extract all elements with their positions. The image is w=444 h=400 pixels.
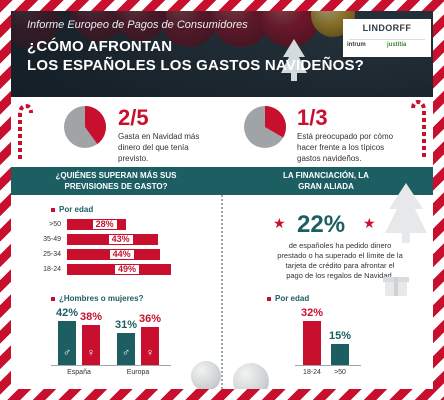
age-bar-value: 28% (92, 220, 117, 229)
financing-category-label: 18-24 (303, 369, 321, 376)
gender-symbol: ♂ (121, 347, 131, 359)
gender-bar-value: 36% (139, 313, 162, 326)
financing-bar-value: 32% (300, 307, 324, 319)
stat-2-value: 1/3 (297, 105, 328, 130)
gender-symbol: ♀ (86, 347, 96, 359)
pie-slice-stat-1 (85, 106, 106, 144)
gender-bar (141, 327, 159, 365)
header-kicker: Informe Europeo de Pagos de Consumidores (27, 19, 248, 31)
gender-heading: ¿Hombres o mujeres? (59, 294, 144, 303)
financing-description: de españoles ha pedido dinero prestado o… (277, 241, 403, 280)
banner-left-heading: ¿QUIÉNES SUPERAN MÁS SUS PREVISIONES DE … (55, 171, 177, 191)
age-heading-left: Por edad (59, 205, 94, 214)
section-banner: ¿QUIÉNES SUPERAN MÁS SUS PREVISIONES DE … (11, 167, 433, 195)
gender-category-label: España (67, 369, 91, 376)
logo-sub-a: intrum (347, 42, 366, 48)
gender-axis (51, 365, 171, 366)
financing-percentage: 22% (297, 211, 346, 238)
age-bar-value: 43% (108, 235, 133, 244)
financing-bar (331, 344, 349, 365)
financing-category-label: >50 (334, 369, 346, 376)
age-bar-value: 44% (109, 250, 134, 259)
christmas-tree-decoration (385, 183, 427, 243)
financing-axis (295, 365, 361, 366)
gender-symbol: ♂ (62, 347, 72, 359)
star-icon: ★ (273, 215, 286, 231)
logo-sub-b: justitia (387, 42, 407, 48)
age-category-label: 35-49 (43, 236, 61, 243)
stat-2-text: Está preocupado por cómo hacer frente a … (297, 132, 394, 163)
ornament-decoration (191, 361, 221, 389)
header: Informe Europeo de Pagos de Consumidores… (11, 11, 433, 97)
christmas-tree-icon (281, 39, 307, 81)
gender-bar-value: 42% (56, 307, 79, 319)
pie-chart-stat-1 (64, 106, 106, 148)
page-title: ¿CÓMO AFRONTAN (27, 38, 173, 55)
age-category-label: 25-34 (43, 251, 61, 258)
gender-category-label: Europa (126, 369, 150, 376)
candy-cane-icon (18, 103, 33, 159)
age-heading-right: Por edad (275, 294, 310, 303)
gift-icon (383, 277, 409, 296)
gender-bar (58, 321, 76, 365)
gender-bar (117, 332, 135, 365)
column-divider (221, 195, 223, 389)
financing-bar (303, 321, 321, 365)
logo: LINDORFF intrum justitia (343, 19, 431, 57)
section-bullet (51, 297, 55, 301)
age-bar-value: 49% (115, 265, 139, 274)
infographic: Informe Europeo de Pagos de Consumidores… (11, 11, 433, 389)
gender-bar (82, 325, 100, 365)
pie-slice-stat-2 (265, 106, 287, 138)
financing-bar-value: 15% (328, 330, 352, 343)
star-icon: ★ (363, 215, 376, 231)
section-bullet (51, 208, 55, 212)
gender-bar-value: 31% (115, 318, 138, 331)
candy-cane-icon (411, 99, 426, 157)
logo-text: LINDORFF (362, 23, 412, 33)
stat-1-text: Gasta en Navidad más dinero del que tení… (118, 132, 200, 163)
banner-right-heading: LA FINANCIACIÓN, LA GRAN ALIADA (283, 171, 369, 191)
gender-bar-value: 38% (80, 311, 103, 324)
logo-divider (349, 39, 425, 51)
ornament-decoration (233, 363, 269, 389)
age-category-label: >50 (49, 221, 61, 228)
page-title-line2: LOS ESPAÑOLES LOS GASTOS NAVIDEÑOS? (27, 57, 365, 74)
gender-symbol: ♀ (145, 347, 155, 359)
section-bullet (267, 297, 271, 301)
pie-chart-stat-2 (244, 106, 287, 148)
age-category-label: 18-24 (43, 266, 61, 273)
stat-1-value: 2/5 (118, 105, 149, 130)
